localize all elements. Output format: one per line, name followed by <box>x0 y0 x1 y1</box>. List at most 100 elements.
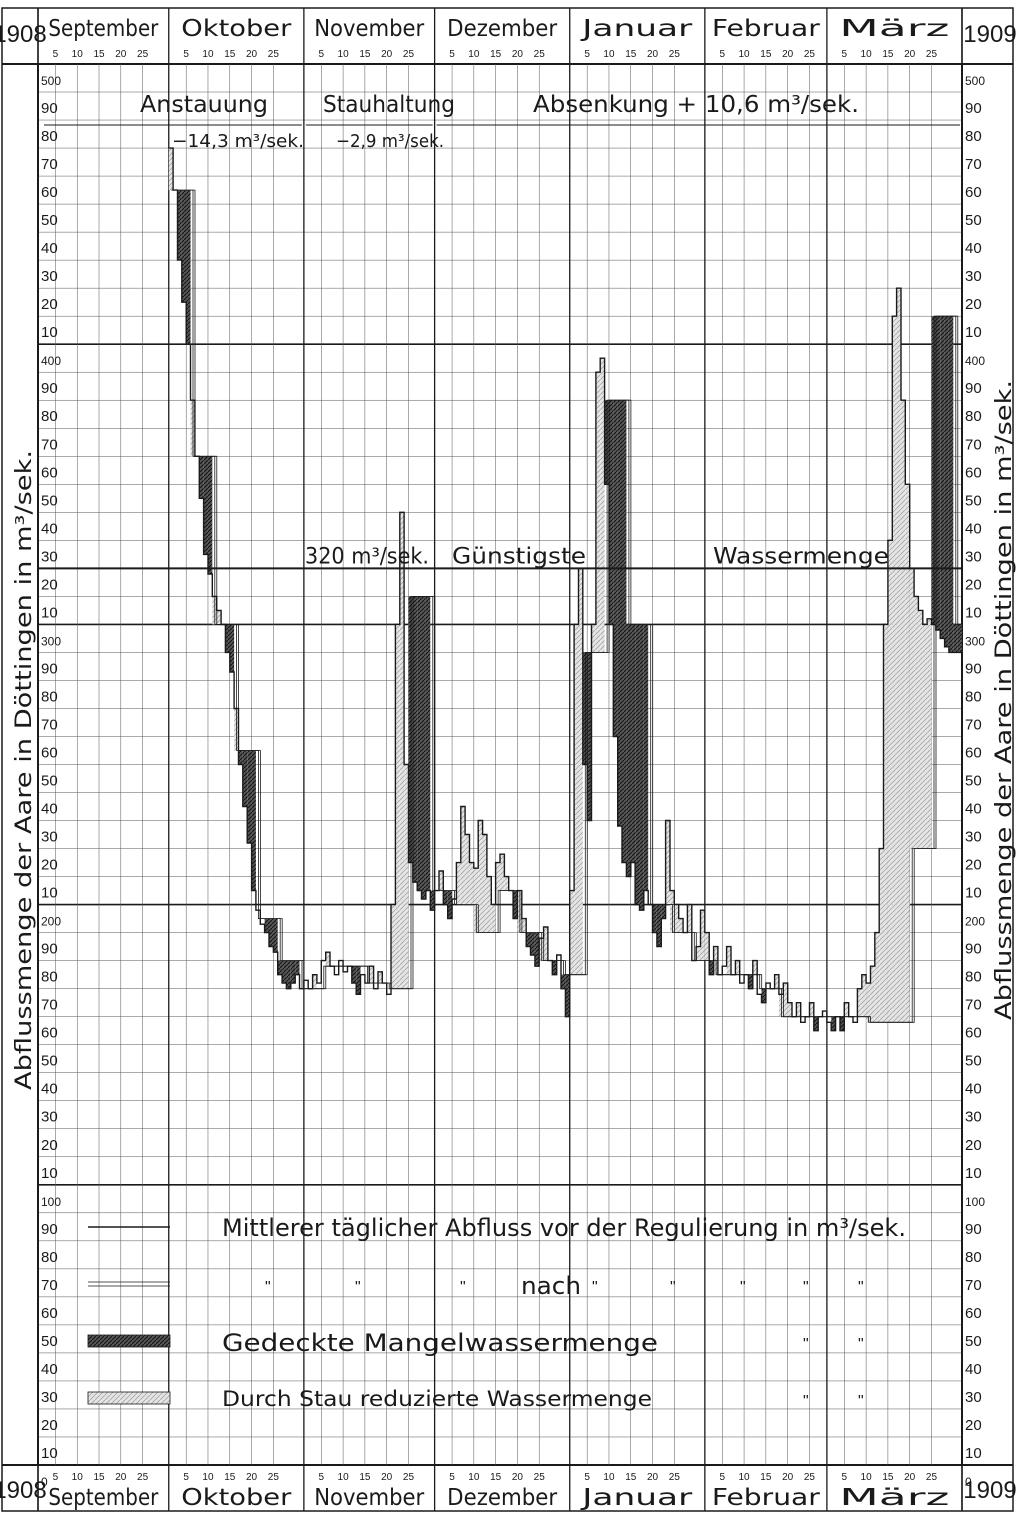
shade-mangel <box>944 316 949 647</box>
day-tick-top: 20 <box>246 49 258 60</box>
y-tick-right: 90 <box>965 660 982 677</box>
y-tick-left: 60 <box>41 1305 58 1322</box>
legend-ditto: " <box>592 1279 598 1296</box>
month-label-top: November <box>314 16 424 42</box>
shade-mangel <box>530 932 535 956</box>
legend-ditto: " <box>803 1393 809 1410</box>
month-label-top: Januar <box>579 16 693 42</box>
y-tick-left: 60 <box>41 464 58 481</box>
day-tick-bottom: 15 <box>93 1472 105 1483</box>
year-right-top: 1909 <box>963 21 1016 48</box>
shade-stau <box>504 876 509 891</box>
day-tick-top: 10 <box>739 49 751 60</box>
y-tick-left: 30 <box>41 1389 58 1406</box>
day-tick-top: 15 <box>224 49 236 60</box>
y-tick-left: 90 <box>41 941 58 958</box>
day-tick-bottom: 5 <box>319 1472 325 1483</box>
y-tick-right: 40 <box>965 1361 982 1378</box>
phase-name: Absenkung + 10,6 m³/sek. <box>533 92 859 118</box>
shade-stau <box>465 834 470 905</box>
shade-stau <box>216 610 222 625</box>
shade-stau <box>399 512 405 989</box>
day-tick-top: 10 <box>861 49 873 60</box>
y-tick-right: 30 <box>965 548 982 565</box>
y-tick-left: 60 <box>41 1025 58 1042</box>
annotations: 320 m³/sek. Günstigste Wassermenge Anstauun… <box>38 92 962 570</box>
shade-stau <box>922 624 928 849</box>
day-tick-bottom: 10 <box>468 1472 480 1483</box>
y-tick-right: 90 <box>965 100 982 117</box>
y-tick-right: 70 <box>965 156 982 173</box>
legend-ditto: " <box>460 1279 466 1296</box>
day-tick-top: 25 <box>403 49 415 60</box>
series-line-after-double <box>173 189 963 1023</box>
day-tick-top: 20 <box>647 49 659 60</box>
shade-mangel <box>552 960 557 975</box>
legend-ditto: " <box>803 1336 809 1353</box>
shade-stau <box>438 870 444 891</box>
day-tick-bottom: 5 <box>842 1472 848 1483</box>
shade-mangel <box>225 624 230 653</box>
y-tick-left: 50 <box>41 773 58 790</box>
legend-ditto: " <box>355 1279 361 1296</box>
legend-ditto: " <box>670 1279 676 1296</box>
y-tick-left: 80 <box>41 969 58 986</box>
day-tick-top: 10 <box>202 49 214 60</box>
y-tick-left: 20 <box>41 1417 58 1434</box>
shade-mangel <box>813 1016 819 1031</box>
month-label-top: Oktober <box>181 16 292 42</box>
shade-mangel <box>526 932 531 947</box>
day-tick-top: 20 <box>904 49 916 60</box>
shade-mangel <box>269 918 274 947</box>
y-tick-left: 0 <box>41 1475 48 1489</box>
y-tick-right: 90 <box>965 941 982 958</box>
day-tick-bottom: 20 <box>381 1472 393 1483</box>
day-tick-top: 15 <box>359 49 371 60</box>
day-tick-bottom: 25 <box>403 1472 415 1483</box>
shade-mangel <box>430 890 435 911</box>
day-tick-top: 20 <box>512 49 524 60</box>
y-tick-left: 30 <box>41 829 58 846</box>
shade-mangel <box>351 966 357 984</box>
y-tick-left: 30 <box>41 268 58 285</box>
shade-mangel <box>295 960 300 975</box>
day-tick-bottom: 25 <box>534 1472 546 1483</box>
y-tick-left: 30 <box>41 548 58 565</box>
y-tick-left: 30 <box>41 1109 58 1126</box>
shade-stau <box>735 960 740 975</box>
shade-mangel <box>513 890 518 919</box>
shade-stau <box>574 624 579 975</box>
day-tick-bottom: 20 <box>512 1472 524 1483</box>
y-tick-left: 80 <box>41 408 58 425</box>
shade-stau <box>578 568 583 975</box>
shade-stau <box>491 904 496 933</box>
shaded-areas <box>168 148 962 1031</box>
legend-swatch-mangel <box>87 1334 171 1348</box>
shade-stau <box>879 848 884 1023</box>
shade-mangel <box>238 750 243 765</box>
shade-mangel <box>652 904 657 933</box>
shade-stau <box>704 932 710 961</box>
shade-mangel <box>940 316 945 639</box>
y-tick-right: 30 <box>965 268 982 285</box>
shade-mangel <box>709 960 714 975</box>
y-tick-left: 70 <box>41 1277 58 1294</box>
day-tick-top: 10 <box>72 49 84 60</box>
month-label-bottom: Januar <box>579 1485 693 1511</box>
day-tick-bottom: 25 <box>669 1472 681 1483</box>
month-label-top: September <box>48 16 158 42</box>
y-tick-right: 30 <box>965 829 982 846</box>
y-tick-left: 80 <box>41 128 58 145</box>
day-tick-bottom: 25 <box>268 1472 280 1483</box>
shade-mangel <box>247 750 252 843</box>
shade-stau <box>478 820 483 933</box>
shade-mangel <box>831 1016 836 1031</box>
y-tick-right: 90 <box>965 1221 982 1238</box>
shade-stau <box>726 946 731 975</box>
shade-mangel <box>290 960 296 984</box>
y-tick-left: 10 <box>41 604 58 621</box>
y-tick-right: 10 <box>965 324 982 341</box>
day-tick-bottom: 20 <box>904 1472 916 1483</box>
y-tick-right: 300 <box>965 634 985 648</box>
y-tick-left: 20 <box>41 1137 58 1154</box>
